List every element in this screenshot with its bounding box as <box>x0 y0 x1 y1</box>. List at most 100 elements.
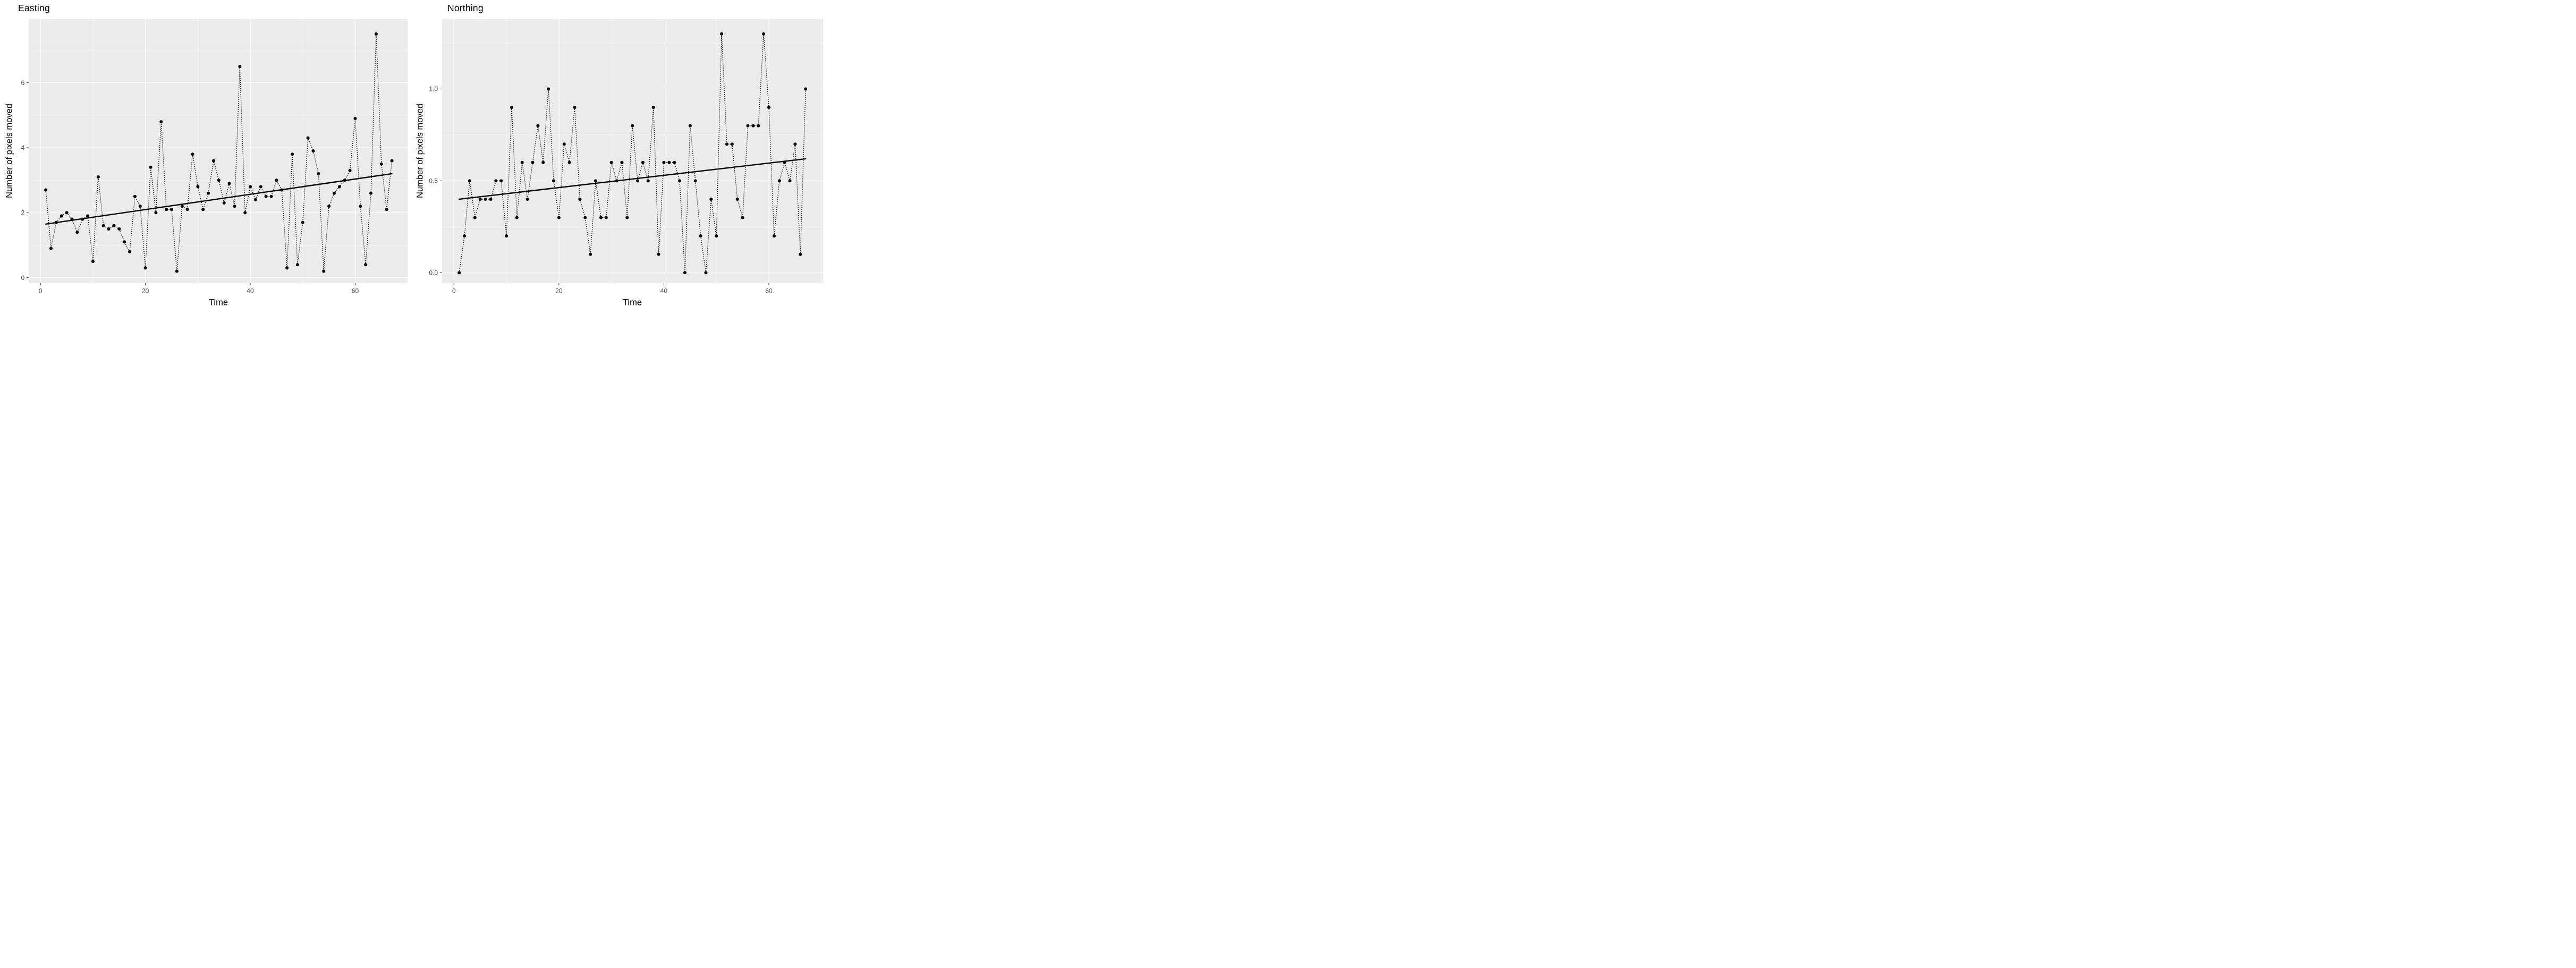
data-point <box>699 234 702 238</box>
y-axis-tick-label: 0 <box>21 274 24 282</box>
x-axis-tick-label: 20 <box>142 287 149 294</box>
data-point <box>112 224 116 227</box>
data-point <box>353 116 357 121</box>
figure-easting-northing: Easting Number of pixels moved 0 20 40 60 0 2… <box>0 0 825 310</box>
data-point <box>489 197 493 201</box>
data-point <box>170 208 174 211</box>
data-point <box>343 179 346 182</box>
data-point <box>217 179 221 182</box>
data-point <box>54 220 58 224</box>
data-point <box>557 216 561 219</box>
data-point <box>107 227 111 231</box>
data-point <box>478 197 482 201</box>
data-point <box>767 106 771 109</box>
data-point <box>185 208 189 211</box>
data-point <box>101 224 105 227</box>
data-point <box>468 179 471 183</box>
data-point <box>364 263 368 267</box>
data-point <box>457 271 461 275</box>
data-point <box>295 263 299 267</box>
data-point <box>693 179 697 183</box>
data-point <box>494 179 498 183</box>
data-point <box>301 220 304 224</box>
data-point <box>762 32 766 36</box>
data-point <box>180 205 184 208</box>
data-point <box>379 162 383 166</box>
data-point <box>657 252 660 256</box>
data-point <box>541 160 545 164</box>
data-point <box>589 252 592 256</box>
data-point <box>159 120 163 124</box>
x-axis-tick-label: 40 <box>247 287 254 294</box>
data-point <box>499 179 503 183</box>
data-point <box>60 214 63 218</box>
data-point <box>311 149 315 153</box>
data-point <box>133 194 137 198</box>
data-point <box>583 216 587 219</box>
data-point <box>275 179 278 182</box>
x-axis-tick-label: 20 <box>555 287 563 294</box>
data-point <box>65 211 69 215</box>
data-point <box>625 216 629 219</box>
data-point <box>604 216 608 219</box>
data-point <box>227 182 231 185</box>
data-point <box>751 124 755 128</box>
y-axis-tick-label: 6 <box>21 79 24 87</box>
data-point <box>243 211 247 215</box>
data-point <box>646 179 650 183</box>
data-point <box>631 124 634 128</box>
data-point <box>746 124 750 128</box>
easting-x-axis-title: Time <box>208 298 228 308</box>
data-point <box>337 185 341 189</box>
data-point <box>594 179 598 183</box>
data-point <box>290 152 294 156</box>
panel-background <box>28 19 409 283</box>
data-point <box>348 168 352 172</box>
y-axis-tick-label: 4 <box>21 144 24 151</box>
data-point <box>484 197 487 201</box>
data-point <box>306 136 310 140</box>
data-point <box>636 179 640 183</box>
y-axis-tick-label: 0.5 <box>429 177 438 185</box>
y-axis-tick-label: 2 <box>21 209 24 217</box>
data-point <box>735 197 739 201</box>
data-point <box>123 240 126 244</box>
data-point <box>322 269 326 273</box>
data-point <box>510 106 513 109</box>
data-point <box>96 175 100 179</box>
data-point <box>332 191 336 195</box>
x-axis-tick-label: 0 <box>39 287 43 294</box>
data-point <box>44 188 48 192</box>
data-point <box>285 266 289 270</box>
data-point <box>715 234 718 238</box>
data-point <box>709 197 713 201</box>
data-point <box>552 179 556 183</box>
data-point <box>757 124 760 128</box>
data-point <box>730 142 734 146</box>
northing-title: Northing <box>447 3 484 13</box>
data-point <box>793 142 797 146</box>
data-point <box>741 216 744 219</box>
data-point <box>578 197 582 201</box>
data-point <box>264 194 268 198</box>
data-point <box>70 217 74 221</box>
data-point <box>473 216 477 219</box>
data-point <box>520 160 524 164</box>
data-point <box>799 252 802 256</box>
data-point <box>253 198 257 201</box>
data-point <box>562 142 566 146</box>
data-point <box>75 231 79 234</box>
data-point <box>138 205 142 208</box>
x-axis-tick-label: 0 <box>452 287 456 294</box>
data-point <box>191 152 194 156</box>
data-point <box>154 211 158 215</box>
data-point <box>704 271 708 275</box>
data-point <box>385 208 388 211</box>
data-point <box>86 214 90 218</box>
northing-plot-area: 0 20 40 60 0.0 0.5 1.0 <box>429 19 824 294</box>
data-point <box>359 205 362 208</box>
data-point <box>374 32 378 36</box>
data-point <box>149 165 152 169</box>
data-point <box>641 160 645 164</box>
data-point <box>662 160 666 164</box>
